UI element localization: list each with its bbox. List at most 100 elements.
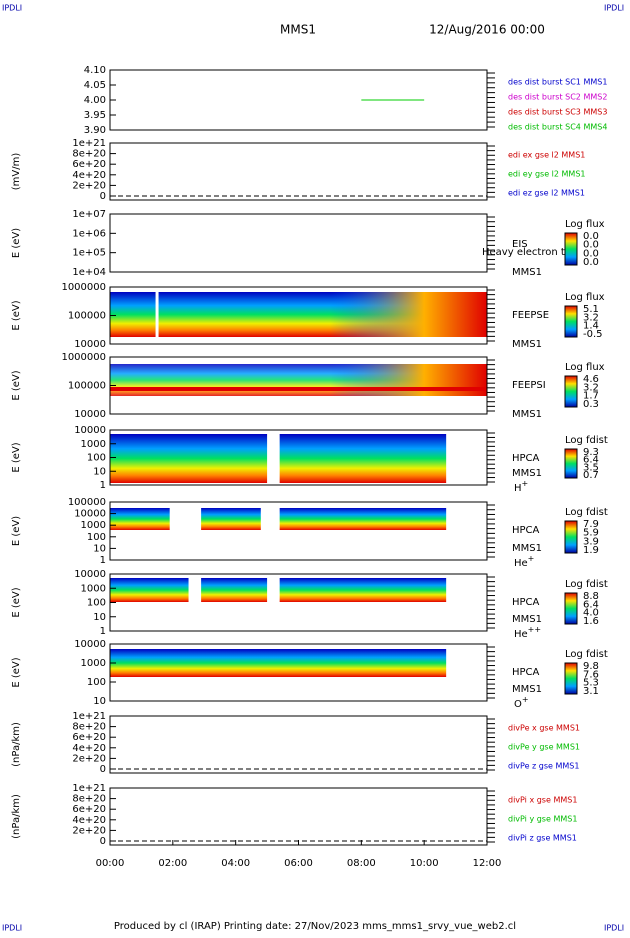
y-axis-label: E (eV) xyxy=(11,228,22,258)
legend-entry: divPi z gse MMS1 xyxy=(508,834,577,843)
legend-entry: divPe z gse MMS1 xyxy=(508,762,579,771)
y-axis-label: E (eV) xyxy=(11,657,22,687)
spectrogram xyxy=(329,292,487,337)
species-label: He+ xyxy=(514,554,534,570)
colorbar-tick: 4.0 xyxy=(583,608,599,619)
corner-label: IPDLI xyxy=(604,4,624,13)
y-axis-label: E (eV) xyxy=(11,442,22,472)
colorbar-title: Log flux xyxy=(565,362,605,373)
species-sup: + xyxy=(522,695,529,704)
panel-frame xyxy=(109,142,488,201)
colorbar xyxy=(564,305,578,338)
species-sup: ++ xyxy=(528,625,541,634)
panel-frame xyxy=(109,715,488,774)
y-tick-label: 100000 xyxy=(68,497,106,508)
y-tick-label: 10000 xyxy=(74,639,106,650)
x-tick-label: 10:00 xyxy=(410,858,439,869)
instrument-label: FEEPSE xyxy=(512,310,549,321)
y-tick-label: 10 xyxy=(93,612,106,623)
y-tick-label: 100000 xyxy=(68,311,106,322)
colorbar-tick: 7.6 xyxy=(583,669,599,680)
y-tick-label: 1000 xyxy=(81,439,106,450)
colorbar-tick: 1.6 xyxy=(583,616,599,627)
y-tick-label: 1000 xyxy=(81,658,106,669)
y-axis-label: E (eV) xyxy=(11,300,22,330)
colorbar-tick: 8.8 xyxy=(583,591,599,602)
species-sup: + xyxy=(528,554,535,563)
panel-frame xyxy=(109,69,488,131)
y-tick-label: 100000 xyxy=(68,381,106,392)
y-tick-label: 1e+07 xyxy=(72,209,106,220)
x-tick-label: 04:00 xyxy=(221,858,250,869)
y-tick-label: 8e+20 xyxy=(72,722,106,733)
y-tick-label: 10 xyxy=(93,543,106,554)
y-tick-label: 6e+20 xyxy=(72,159,106,170)
y-tick-label: 3.95 xyxy=(84,110,106,121)
y-tick-label: 1e+21 xyxy=(72,711,106,722)
y-tick-label: 3.90 xyxy=(84,125,106,136)
data-gap xyxy=(155,292,159,337)
colorbar-tick: 9.8 xyxy=(583,661,599,672)
y-axis-label: E (eV) xyxy=(11,587,22,617)
colorbar-tick: 5.9 xyxy=(583,528,599,539)
legend-entry: divPe x gse MMS1 xyxy=(508,724,580,733)
colorbar-tick: 6.4 xyxy=(583,599,599,610)
colorbar xyxy=(564,448,578,479)
y-tick-label: 4.10 xyxy=(84,65,106,76)
y-tick-label: 8e+20 xyxy=(72,794,106,805)
panel-frame xyxy=(109,787,488,846)
colorbar-title: Log flux xyxy=(565,292,605,303)
y-axis-label: (nPa/km) xyxy=(11,722,22,767)
y-tick-label: 100 xyxy=(87,598,106,609)
y-tick-label: 8e+20 xyxy=(72,149,106,160)
colorbar-tick: 0.7 xyxy=(583,470,599,481)
legend-entry: edi ez gse l2 MMS1 xyxy=(508,189,585,198)
y-tick-label: 2e+20 xyxy=(72,753,106,764)
colorbar-tick: 3.1 xyxy=(583,686,599,697)
colorbar-tick: 5.1 xyxy=(583,304,599,315)
y-tick-label: 4e+20 xyxy=(72,170,106,181)
x-tick-label: 02:00 xyxy=(158,858,187,869)
instrument-label: HPCA xyxy=(512,453,540,464)
spacecraft-label: MMS1 xyxy=(512,684,542,695)
colorbar-tick: 3.2 xyxy=(583,312,599,323)
x-tick-label: 12:00 xyxy=(473,858,502,869)
y-axis-label: E (eV) xyxy=(11,370,22,400)
colorbar-title: Log fdist xyxy=(565,649,608,660)
instrument-label: HPCA xyxy=(512,525,540,536)
y-tick-label: 10000 xyxy=(74,569,106,580)
colorbar-tick: 1.7 xyxy=(583,391,599,402)
legend-entry: des dist burst SC3 MMS3 xyxy=(508,108,607,117)
colorbar-title: Log fdist xyxy=(565,435,608,446)
panel-frame xyxy=(109,501,488,561)
spacecraft-label: MMS1 xyxy=(512,468,542,479)
legend-entry: edi ex gse l2 MMS1 xyxy=(508,151,585,160)
y-tick-label: 1 xyxy=(100,480,106,491)
spectrogram xyxy=(110,649,447,677)
y-tick-label: 0 xyxy=(100,764,106,775)
colorbar-tick: 1.9 xyxy=(583,545,599,556)
legend-entry: des dist burst SC2 MMS2 xyxy=(508,93,607,102)
species-label: H+ xyxy=(514,479,528,495)
y-tick-label: 10 xyxy=(93,696,106,707)
y-axis-label: (nPa/km) xyxy=(11,794,22,839)
y-tick-label: 10 xyxy=(93,466,106,477)
colorbar-tick: 0.0 xyxy=(583,231,599,242)
corner-label: IPDLI xyxy=(2,924,22,933)
y-tick-label: 4e+20 xyxy=(72,743,106,754)
y-tick-label: 0 xyxy=(100,836,106,847)
y-tick-label: 1e+05 xyxy=(72,248,106,259)
data-gap xyxy=(260,508,280,530)
y-tick-label: 10000 xyxy=(74,339,106,350)
x-tick-label: 08:00 xyxy=(347,858,376,869)
colorbar xyxy=(564,232,578,266)
y-tick-label: 1e+21 xyxy=(72,138,106,149)
species-base: H xyxy=(514,483,522,494)
colorbar-tick: 3.5 xyxy=(583,462,599,473)
footer: Produced by cl (IRAP) Printing date: 27/… xyxy=(114,921,516,932)
legend-entry: des dist burst SC1 MMS1 xyxy=(508,78,607,87)
y-axis-label: E (eV) xyxy=(11,516,22,546)
y-tick-label: 4.05 xyxy=(84,80,106,91)
y-tick-label: 0 xyxy=(100,191,106,202)
